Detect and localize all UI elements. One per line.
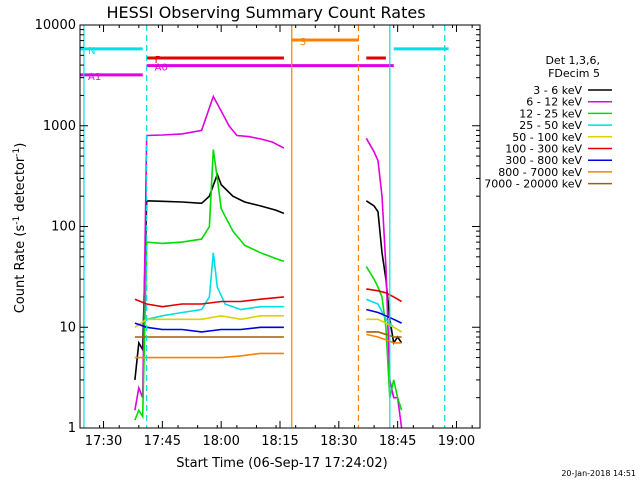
series-line bbox=[134, 322, 284, 333]
y-tick-label: 10000 bbox=[35, 18, 76, 33]
y-axis-ticks: 1 10 100 1000 10000 bbox=[35, 18, 480, 436]
y-label-part: detector bbox=[13, 156, 28, 216]
x-axis-label: Start Time (06-Sep-17 17:24:02) bbox=[176, 456, 387, 471]
x-tick-label: 19:00 bbox=[438, 434, 475, 449]
x-tick-label: 18:45 bbox=[379, 434, 416, 449]
y-label-sup: -1 bbox=[12, 216, 22, 225]
legend-label: 300 - 800 keV bbox=[505, 154, 582, 167]
legend-label: 3 - 6 keV bbox=[533, 84, 582, 97]
legend-header: Det 1,3,6, bbox=[545, 54, 600, 67]
legend-label: 12 - 25 keV bbox=[519, 107, 582, 120]
x-tick-label: 18:00 bbox=[202, 434, 239, 449]
series-line bbox=[134, 296, 284, 308]
y-tick-label: 1000 bbox=[43, 119, 76, 134]
series-layer bbox=[134, 94, 403, 429]
series-line bbox=[366, 308, 402, 324]
y-label-part: Count Rate (s bbox=[13, 225, 28, 314]
y-axis-label: Count Rate (s-1 detector-1) bbox=[12, 143, 28, 314]
series-line bbox=[366, 318, 403, 333]
series-line bbox=[134, 314, 284, 328]
x-tick-label: 17:30 bbox=[85, 434, 122, 449]
legend-header: FDecim 5 bbox=[548, 67, 600, 80]
legend-label: 800 - 7000 keV bbox=[498, 166, 582, 179]
vertical-marker-layer bbox=[83, 25, 446, 428]
y-tick-label: 100 bbox=[51, 220, 76, 235]
x-tick-label: 17:45 bbox=[144, 434, 181, 449]
series-line bbox=[134, 149, 285, 421]
plot-frame bbox=[79, 24, 481, 429]
series-line bbox=[134, 171, 285, 380]
y-label-part: ) bbox=[13, 143, 28, 148]
legend-label: 6 - 12 keV bbox=[526, 96, 582, 109]
series-line bbox=[365, 266, 403, 411]
footer-date: 20-Jan-2018 14:51 bbox=[561, 469, 636, 478]
legend-label: 25 - 50 keV bbox=[519, 119, 582, 132]
legend-label: 100 - 300 keV bbox=[505, 143, 582, 156]
series-line bbox=[134, 352, 284, 359]
y-tick-label: 10 bbox=[59, 320, 76, 335]
series-line bbox=[134, 94, 285, 411]
series-line bbox=[146, 252, 284, 321]
flag-label: N bbox=[88, 46, 95, 57]
flag-label: S bbox=[300, 37, 306, 48]
legend-label: 7000 - 20000 keV bbox=[484, 178, 582, 191]
x-tick-label: 18:30 bbox=[320, 434, 357, 449]
series-line bbox=[366, 288, 403, 303]
x-tick-label: 18:15 bbox=[261, 434, 298, 449]
legend-label: 50 - 100 keV bbox=[512, 131, 582, 144]
x-axis-ticks: 17:30 17:45 18:00 18:15 18:30 18:45 19:00 bbox=[79, 25, 475, 449]
series-line bbox=[366, 333, 402, 344]
flag-label: A0 bbox=[155, 63, 168, 74]
chart-title: HESSI Observing Summary Count Rates bbox=[106, 3, 425, 22]
series-line bbox=[365, 137, 403, 429]
y-tick-label: 1 bbox=[68, 421, 76, 436]
y-label-sup: -1 bbox=[12, 148, 22, 157]
series-line bbox=[366, 331, 402, 338]
flag-label: A1 bbox=[88, 72, 101, 83]
flag-layer: N S FA0 A1 bbox=[80, 37, 449, 83]
flag-label: F bbox=[155, 55, 161, 66]
